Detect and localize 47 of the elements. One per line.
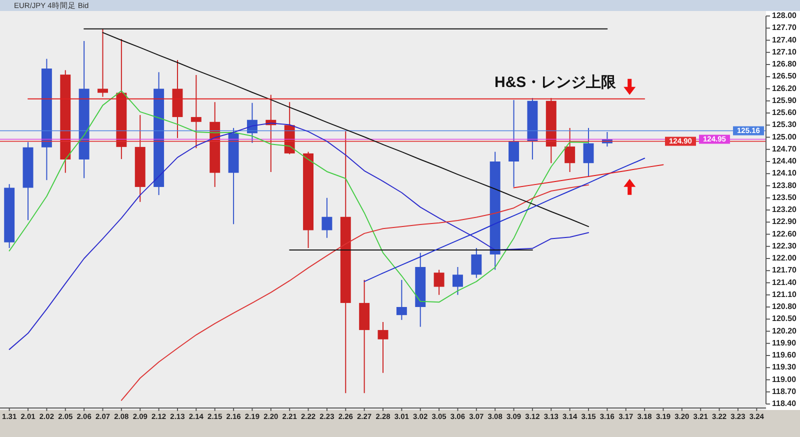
candlestick: [471, 247, 482, 278]
y-tick-label: 124.40: [772, 156, 798, 166]
annotation: H&S・レンジ上限: [494, 74, 618, 91]
y-tick-label: 125.60: [772, 108, 798, 118]
y-tick-label: 123.50: [772, 192, 798, 202]
y-tick-label: 123.20: [772, 205, 798, 214]
y-tick-label: 124.10: [772, 168, 798, 178]
y-tick-label: 120.50: [772, 314, 798, 324]
y-tick-label: 121.40: [772, 278, 798, 287]
y-tick-label: 127.40: [772, 35, 798, 44]
candlestick: [434, 269, 444, 296]
candlestick: [452, 266, 463, 296]
y-tick-label: 126.80: [772, 60, 798, 69]
line-series: [120, 184, 590, 401]
y-tick-label: 122.00: [772, 254, 798, 263]
y-tick-label: 125.30: [772, 120, 798, 130]
y-tick-label: 126.20: [772, 84, 798, 93]
y-tick-label: 124.70: [772, 144, 798, 154]
y-tick-label: 119.00: [772, 374, 797, 384]
y-tick-label: 127.70: [772, 23, 798, 32]
y-tick-label: 118.40: [772, 399, 797, 408]
y-tick-label: 120.20: [772, 326, 798, 336]
candlestick: [583, 127, 594, 178]
y-tick-label: 121.70: [772, 266, 798, 275]
y-tick-label: 122.60: [772, 229, 798, 238]
y-tick-label: 123.80: [772, 180, 798, 190]
y-tick-label: 125.00: [772, 132, 798, 142]
y-tick-label: 118.70: [772, 386, 797, 396]
candlestick: [396, 279, 407, 320]
y-tick-label: 122.90: [772, 217, 798, 226]
candlestick: [378, 321, 388, 374]
candlestick: [190, 74, 202, 149]
y-tick-label: 128.00: [772, 11, 798, 20]
candlestick: [508, 100, 520, 188]
y-tick-label: 126.50: [772, 72, 798, 81]
y-tick-label: 127.10: [772, 47, 798, 56]
y-tick-label: 119.90: [772, 338, 797, 348]
candlestick: [564, 127, 576, 173]
y-tick-label: 120.80: [772, 302, 798, 312]
y-tick-label: 119.30: [772, 362, 797, 372]
y-tick-label: 122.30: [772, 241, 798, 250]
y-tick-label: 119.60: [772, 350, 797, 360]
line-series: [513, 164, 664, 188]
y-tick-label: 121.10: [772, 290, 798, 299]
candlestick: [322, 197, 332, 238]
candlestick: [98, 28, 108, 98]
y-tick-label: 125.90: [772, 96, 798, 105]
